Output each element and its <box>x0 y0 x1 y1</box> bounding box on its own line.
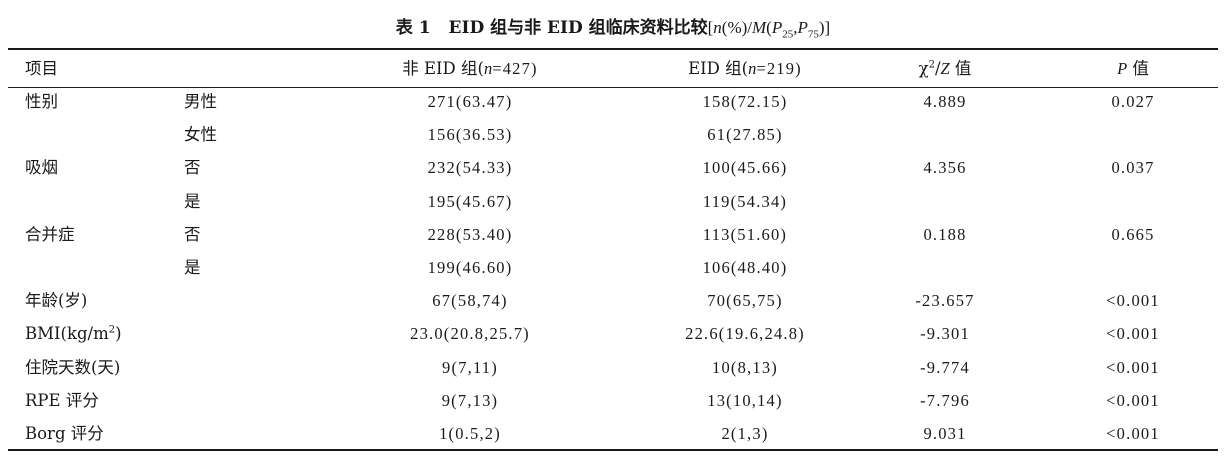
table-row: 是 199(46.60) 106(48.40) <box>0 251 1226 284</box>
row-eid-value: 10(8,13) <box>712 357 778 377</box>
row-item-label: 吸烟 <box>25 158 58 178</box>
row-p-value: <0.001 <box>1106 390 1160 410</box>
row-non-eid-value: 67(58,74) <box>432 291 508 311</box>
row-p-value: 0.665 <box>1111 224 1155 244</box>
table-row: RPE 评分 9(7,13) 13(10,14) -7.796 <0.001 <box>0 384 1226 417</box>
table-row: 女性 156(36.53) 61(27.85) <box>0 118 1226 151</box>
table-row: Borg 评分 1(0.5,2) 2(1,3) 9.031 <0.001 <box>0 417 1226 450</box>
row-subitem-label: 否 <box>184 158 201 178</box>
row-eid-value: 70(65,75) <box>707 291 783 311</box>
row-item-label: 性别 <box>25 92 58 111</box>
row-subitem-label: 是 <box>184 191 201 211</box>
header-eid-group: EID 组(n=219) <box>688 59 802 78</box>
header-statistic: χ2/Z 值 <box>918 59 972 78</box>
row-non-eid-value: 271(63.47) <box>427 92 513 111</box>
table-bottom-rule <box>8 449 1218 451</box>
row-statistic-value: -9.774 <box>920 357 970 377</box>
row-non-eid-value: 195(45.67) <box>427 191 513 211</box>
row-subitem-label: 男性 <box>184 92 217 111</box>
row-eid-value: 100(45.66) <box>702 158 788 178</box>
table-row: 年龄(岁) 67(58,74) 70(65,75) -23.657 <0.001 <box>0 284 1226 317</box>
table-row: 吸烟 否 232(54.33) 100(45.66) 4.356 0.037 <box>0 151 1226 184</box>
row-eid-value: 106(48.40) <box>702 258 788 277</box>
table-row: 是 195(45.67) 119(54.34) <box>0 185 1226 218</box>
row-subitem-label: 是 <box>184 258 201 277</box>
row-p-value: <0.001 <box>1106 291 1160 311</box>
header-p-value: P 值 <box>1117 59 1149 78</box>
row-subitem-label: 否 <box>184 224 201 244</box>
table-row: 性别 男性 271(63.47) 158(72.15) 4.889 0.027 <box>0 85 1226 118</box>
row-eid-value: 2(1,3) <box>721 424 769 443</box>
table-top-rule <box>8 48 1218 50</box>
row-non-eid-value: 232(54.33) <box>427 158 513 178</box>
row-eid-value: 22.6(19.6,24.8) <box>685 324 805 344</box>
row-non-eid-value: 23.0(20.8,25.7) <box>410 324 530 344</box>
row-statistic-value: -23.657 <box>915 291 975 311</box>
row-non-eid-value: 228(53.40) <box>427 224 513 244</box>
row-item-label: BMI(kg/m2) <box>25 324 122 344</box>
table-header-row: 项目 非 EID 组(n=427) EID 组(n=219) χ2/Z 值 P … <box>0 52 1226 85</box>
table-row: 住院天数(天) 9(7,11) 10(8,13) -9.774 <0.001 <box>0 351 1226 384</box>
row-statistic-value: 4.356 <box>923 158 967 178</box>
row-statistic-value: -7.796 <box>920 390 970 410</box>
row-statistic-value: 9.031 <box>923 424 967 443</box>
row-p-value: 0.027 <box>1111 92 1155 111</box>
table-header-rule <box>8 87 1218 88</box>
row-p-value: <0.001 <box>1106 324 1160 344</box>
row-statistic-value: -9.301 <box>920 324 970 344</box>
table-number: 表 1 <box>395 18 431 38</box>
row-eid-value: 113(51.60) <box>702 224 788 244</box>
row-statistic-value: 4.889 <box>923 92 967 111</box>
row-non-eid-value: 9(7,13) <box>441 390 499 410</box>
row-p-value: 0.037 <box>1111 158 1155 178</box>
table-stat-notation: [n(%)/M(P25,P75)] <box>707 18 831 41</box>
table-title: EID 组与非 EID 组临床资料比较 <box>448 18 708 38</box>
row-p-value: <0.001 <box>1106 357 1160 377</box>
row-item-label: 年龄(岁) <box>25 291 88 311</box>
table-row: 合并症 否 228(53.40) 113(51.60) 0.188 0.665 <box>0 218 1226 251</box>
row-item-label: 住院天数(天) <box>25 357 121 377</box>
row-non-eid-value: 199(46.60) <box>427 258 513 277</box>
header-non-eid-group: 非 EID 组(n=427) <box>402 59 538 78</box>
row-non-eid-value: 156(36.53) <box>427 125 513 145</box>
row-non-eid-value: 1(0.5,2) <box>439 424 501 443</box>
row-eid-value: 119(54.34) <box>702 191 788 211</box>
row-item-label: Borg 评分 <box>25 424 104 443</box>
row-eid-value: 61(27.85) <box>707 125 783 145</box>
row-non-eid-value: 9(7,11) <box>442 357 498 377</box>
row-p-value: <0.001 <box>1106 424 1160 443</box>
row-eid-value: 158(72.15) <box>702 92 788 111</box>
row-item-label: 合并症 <box>25 224 75 244</box>
row-statistic-value: 0.188 <box>923 224 967 244</box>
row-subitem-label: 女性 <box>184 125 217 145</box>
row-item-label: RPE 评分 <box>25 390 99 410</box>
header-item: 项目 <box>25 59 58 78</box>
table-caption: 表 1 EID 组与非 EID 组临床资料比较[n(%)/M(P25,P75)] <box>0 14 1226 48</box>
row-eid-value: 13(10,14) <box>707 390 783 410</box>
table-row: BMI(kg/m2) 23.0(20.8,25.7) 22.6(19.6,24.8)… <box>0 317 1226 350</box>
